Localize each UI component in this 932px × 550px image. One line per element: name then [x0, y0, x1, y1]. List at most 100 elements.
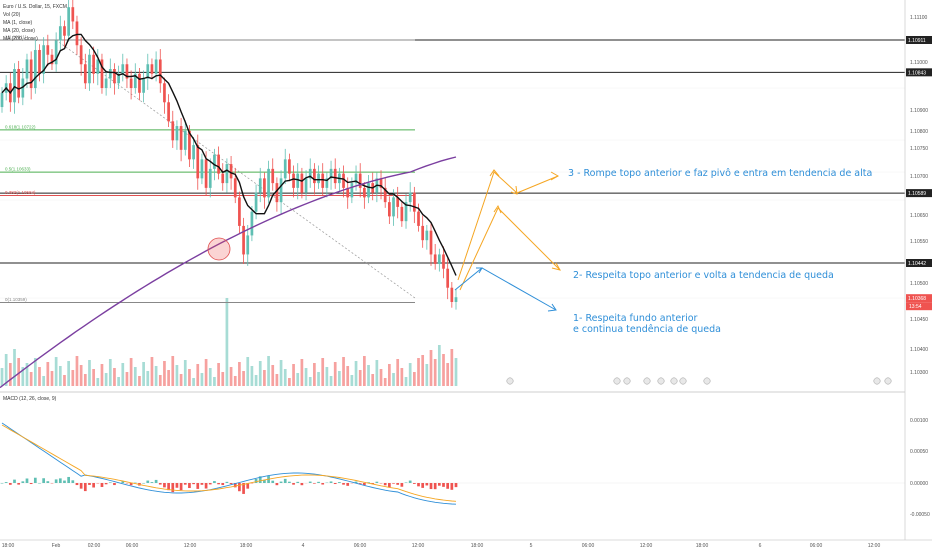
volume-bar — [313, 363, 316, 386]
volume-bar — [142, 362, 145, 386]
macd-histogram-bar — [46, 481, 50, 483]
macd-histogram-bar — [54, 479, 58, 483]
volume-bar — [71, 370, 75, 386]
macd-histogram-bar — [383, 483, 387, 486]
projection-arrows — [454, 169, 562, 312]
time-tick-label: 06:00 — [126, 543, 139, 549]
volume-bar — [396, 359, 400, 386]
volume-bar — [446, 363, 450, 386]
macd-histogram-bar — [346, 483, 350, 486]
macd-tick-label: -0.00050 — [910, 512, 930, 518]
time-tick-label: 18:00 — [2, 543, 15, 549]
annotation-1-line2: e continua tendência de queda — [573, 324, 722, 335]
volume-bar — [8, 363, 12, 386]
volume-bar — [375, 360, 379, 386]
candle-body — [263, 178, 266, 198]
macd-histogram-bar — [158, 483, 162, 485]
macd-histogram-bar — [225, 481, 229, 483]
macd-histogram-bar — [183, 483, 187, 485]
fib-level-label: 0.382(1.10584) — [5, 190, 36, 195]
candle-body — [350, 183, 354, 198]
indicator-ma200: MA (200, close) — [3, 36, 38, 42]
candle-body — [163, 83, 166, 103]
macd-histogram-bar — [333, 483, 337, 485]
volume-bar — [350, 375, 354, 386]
macd-line — [1, 422, 457, 505]
candle-body — [288, 159, 291, 174]
macd-histogram-bar — [263, 479, 266, 483]
candle-body — [388, 202, 391, 217]
macd-histogram-bar — [121, 481, 125, 483]
volume-bar — [188, 369, 191, 386]
event-icon — [657, 377, 665, 385]
volume-bar — [358, 370, 362, 386]
time-tick-label: 02:00 — [88, 543, 101, 549]
macd-histogram-bar — [271, 480, 275, 483]
candle-body — [13, 69, 16, 103]
volume-bar — [171, 356, 175, 386]
candle-body — [354, 173, 358, 184]
event-icon — [884, 377, 892, 385]
volume-bar — [308, 377, 312, 386]
volume-bar — [429, 350, 433, 386]
macd-histogram-bar — [38, 483, 41, 484]
candle-body — [242, 225, 245, 255]
macd-histogram-bar — [29, 483, 33, 485]
volume-bar — [29, 372, 33, 386]
macd-histogram-bar — [75, 483, 79, 486]
candle-body — [437, 254, 441, 264]
macd-histogram-bar — [108, 482, 112, 483]
fib-retracement: 1(1.10911) 0.618(1.10722) 0.5(1.10633) 0.38… — [0, 35, 415, 303]
candle-body — [25, 59, 29, 79]
volume-bar — [283, 369, 287, 386]
volume-bar — [392, 373, 395, 386]
orange-path-down — [497, 207, 561, 271]
orange-arrowhead-1 — [489, 169, 500, 177]
candle-body — [412, 192, 416, 212]
candle-body — [200, 159, 204, 179]
volume-bar — [121, 363, 125, 386]
volume-bar — [129, 358, 133, 386]
macd-histogram-bar — [233, 483, 237, 488]
volume-bar — [117, 377, 120, 386]
macd-histogram-bar — [196, 483, 200, 489]
volume-bar — [296, 373, 300, 386]
volume-bar — [346, 366, 350, 386]
volume-bar — [38, 367, 41, 386]
event-icon — [670, 377, 678, 385]
macd-histogram-bar — [313, 483, 316, 484]
candle-body — [54, 40, 58, 65]
macd-histogram-bar — [8, 483, 12, 485]
fib-level-label: 1(1.10911) — [5, 35, 27, 40]
macd-histogram-bar — [296, 481, 300, 483]
macd-histogram-bar — [375, 481, 379, 483]
price-tag-label: 1.10911 — [908, 38, 926, 44]
macd-histogram-bar — [242, 483, 245, 494]
candle-body — [79, 45, 83, 65]
macd-histogram-bar — [13, 479, 16, 483]
candle-body — [0, 92, 4, 108]
macd-histogram-bar — [58, 478, 62, 483]
candle-body — [183, 130, 187, 150]
macd-histogram-bar — [404, 482, 408, 483]
candle-body — [258, 178, 262, 193]
macd-histogram-bar — [412, 483, 416, 484]
volume-bar — [167, 370, 170, 386]
volume-bar — [425, 364, 429, 386]
macd-histogram-bar — [258, 476, 262, 483]
volume-bar — [67, 361, 70, 386]
candle-body — [313, 168, 316, 184]
volume-bar — [300, 359, 304, 386]
candles — [0, 0, 458, 310]
price-tick-label: 1.10800 — [910, 129, 928, 135]
candle-body — [179, 126, 183, 150]
volume-bar — [63, 375, 66, 386]
volume-bar — [329, 376, 333, 386]
price-tick-label: 1.10700 — [910, 174, 928, 180]
macd-histogram-bar — [42, 478, 46, 483]
macd-histogram-bar — [146, 480, 150, 483]
event-icon — [613, 377, 621, 385]
volume-bar — [42, 376, 46, 386]
volume-bar — [229, 367, 233, 386]
